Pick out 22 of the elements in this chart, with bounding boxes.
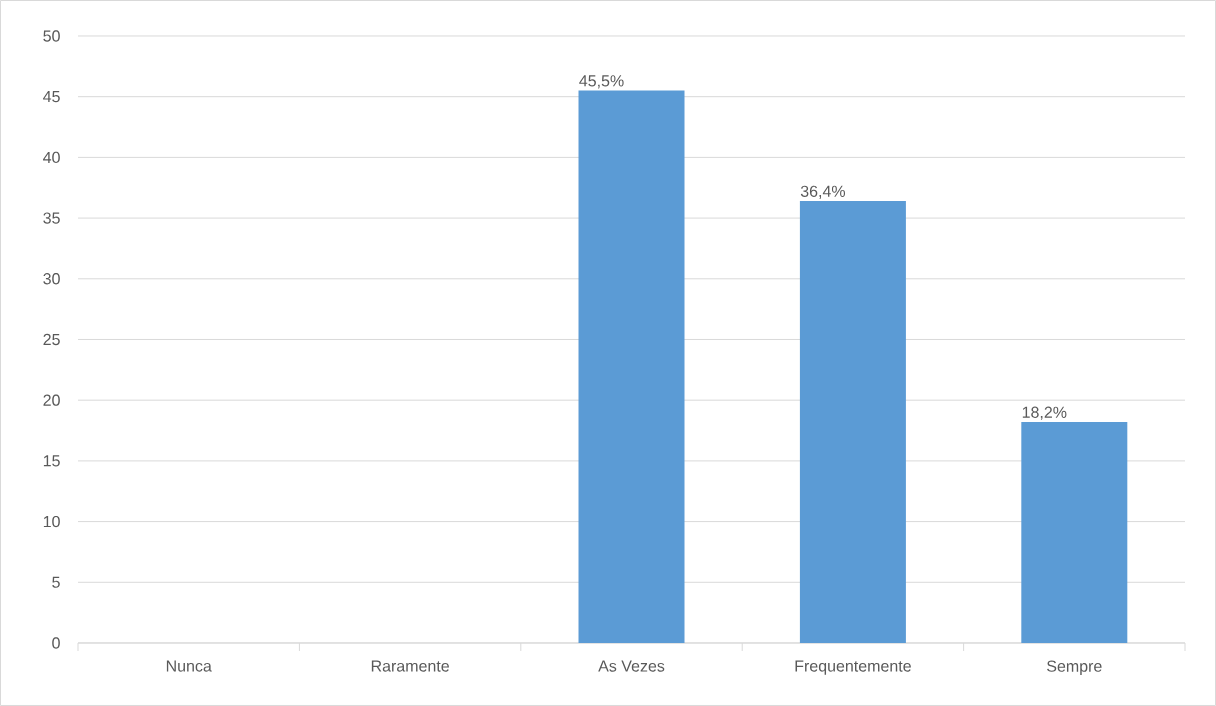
data-label: 36,4% — [800, 185, 846, 199]
x-tick-label: Frequentemente — [795, 660, 911, 675]
y-tick-label: 10 — [43, 515, 60, 528]
x-tick-label: Raramente — [371, 660, 449, 672]
data-label: 18,2% — [1022, 406, 1067, 420]
y-tick-label: 5 — [52, 576, 60, 588]
y-tick-label: 25 — [43, 333, 60, 346]
y-tick-label: 40 — [43, 151, 60, 164]
y-tick-label: 35 — [43, 212, 60, 224]
bar — [578, 90, 685, 643]
y-tick-label: 0 — [52, 637, 60, 649]
y-tick-label: 50 — [43, 30, 60, 42]
bar — [799, 201, 906, 643]
y-tick-label: 15 — [43, 455, 60, 467]
x-tick-label: As Vezes — [598, 660, 665, 672]
y-tick-label: 30 — [43, 273, 60, 285]
bar — [1021, 422, 1128, 643]
y-tick-label: 20 — [43, 394, 60, 406]
x-tick-label: Nunca — [166, 660, 212, 672]
y-tick-label: 45 — [43, 91, 60, 103]
data-label: 45,5% — [579, 75, 624, 89]
x-tick-label: Sempre — [1047, 660, 1102, 676]
